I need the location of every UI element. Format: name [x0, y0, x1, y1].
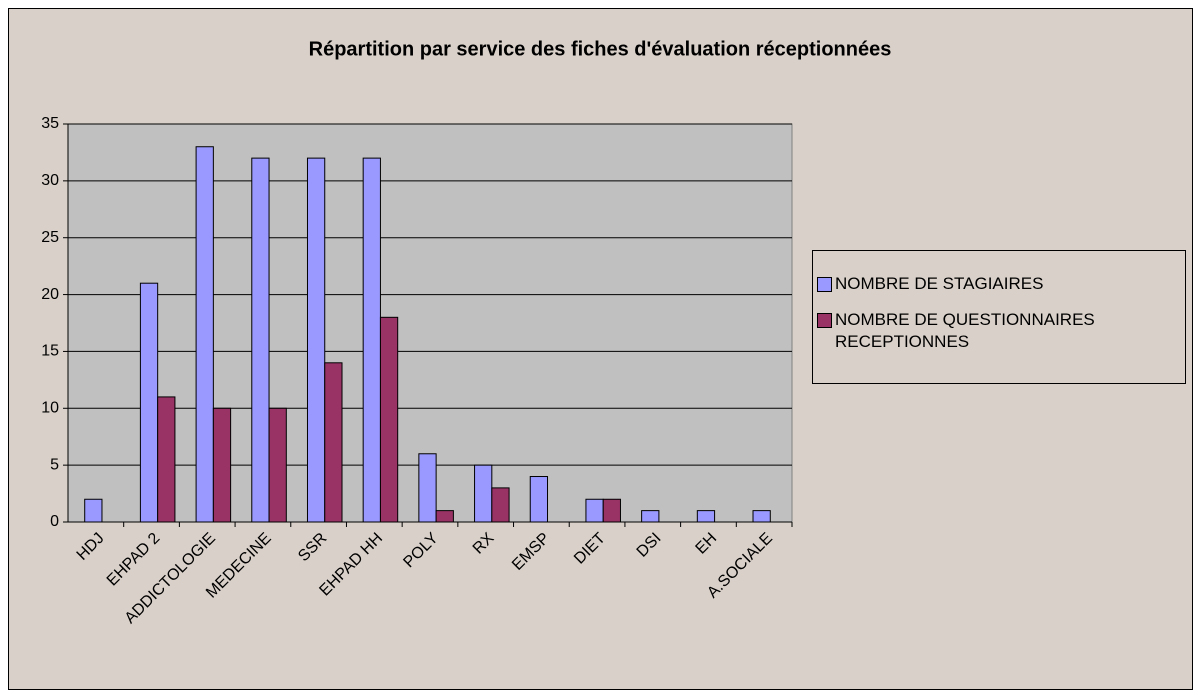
bar	[418, 453, 437, 523]
bar	[435, 510, 454, 523]
y-tick-label: 0	[50, 513, 59, 530]
bar	[139, 282, 159, 523]
bar	[84, 498, 103, 523]
chart-title: Répartition par service des fiches d'éva…	[309, 38, 892, 60]
y-tick-label: 35	[41, 115, 59, 132]
bar	[324, 362, 343, 523]
bar	[212, 407, 232, 523]
y-tick-label: 15	[41, 343, 59, 360]
bar	[379, 316, 399, 523]
bar	[251, 157, 270, 523]
legend: NOMBRE DE STAGIAIRES NOMBRE DE QUESTIONNA…	[812, 250, 1186, 384]
y-tick-label: 5	[50, 456, 59, 473]
bar	[641, 510, 660, 523]
bar	[362, 157, 381, 523]
legend-label: NOMBRE DE QUESTIONNAIRES RECEPTIONNES	[835, 310, 1095, 351]
bar	[195, 146, 214, 523]
y-tick-label: 25	[41, 229, 59, 246]
bar	[157, 396, 176, 523]
bar	[602, 498, 621, 523]
bar	[306, 157, 326, 523]
legend-label: NOMBRE DE STAGIAIRES	[835, 274, 1044, 293]
bar	[752, 510, 771, 523]
bar	[491, 487, 510, 523]
bar	[585, 498, 604, 523]
legend-swatch	[817, 313, 832, 328]
y-tick-label: 30	[41, 172, 59, 189]
legend-item: NOMBRE DE QUESTIONNAIRES RECEPTIONNES	[817, 309, 1181, 353]
bar	[474, 464, 493, 523]
y-tick-label: 10	[41, 400, 59, 417]
legend-swatch	[817, 277, 832, 292]
bar	[268, 407, 287, 523]
bar	[529, 476, 549, 523]
y-tick-label: 20	[41, 286, 59, 303]
legend-item: NOMBRE DE STAGIAIRES	[817, 273, 1181, 295]
bar	[696, 510, 716, 523]
